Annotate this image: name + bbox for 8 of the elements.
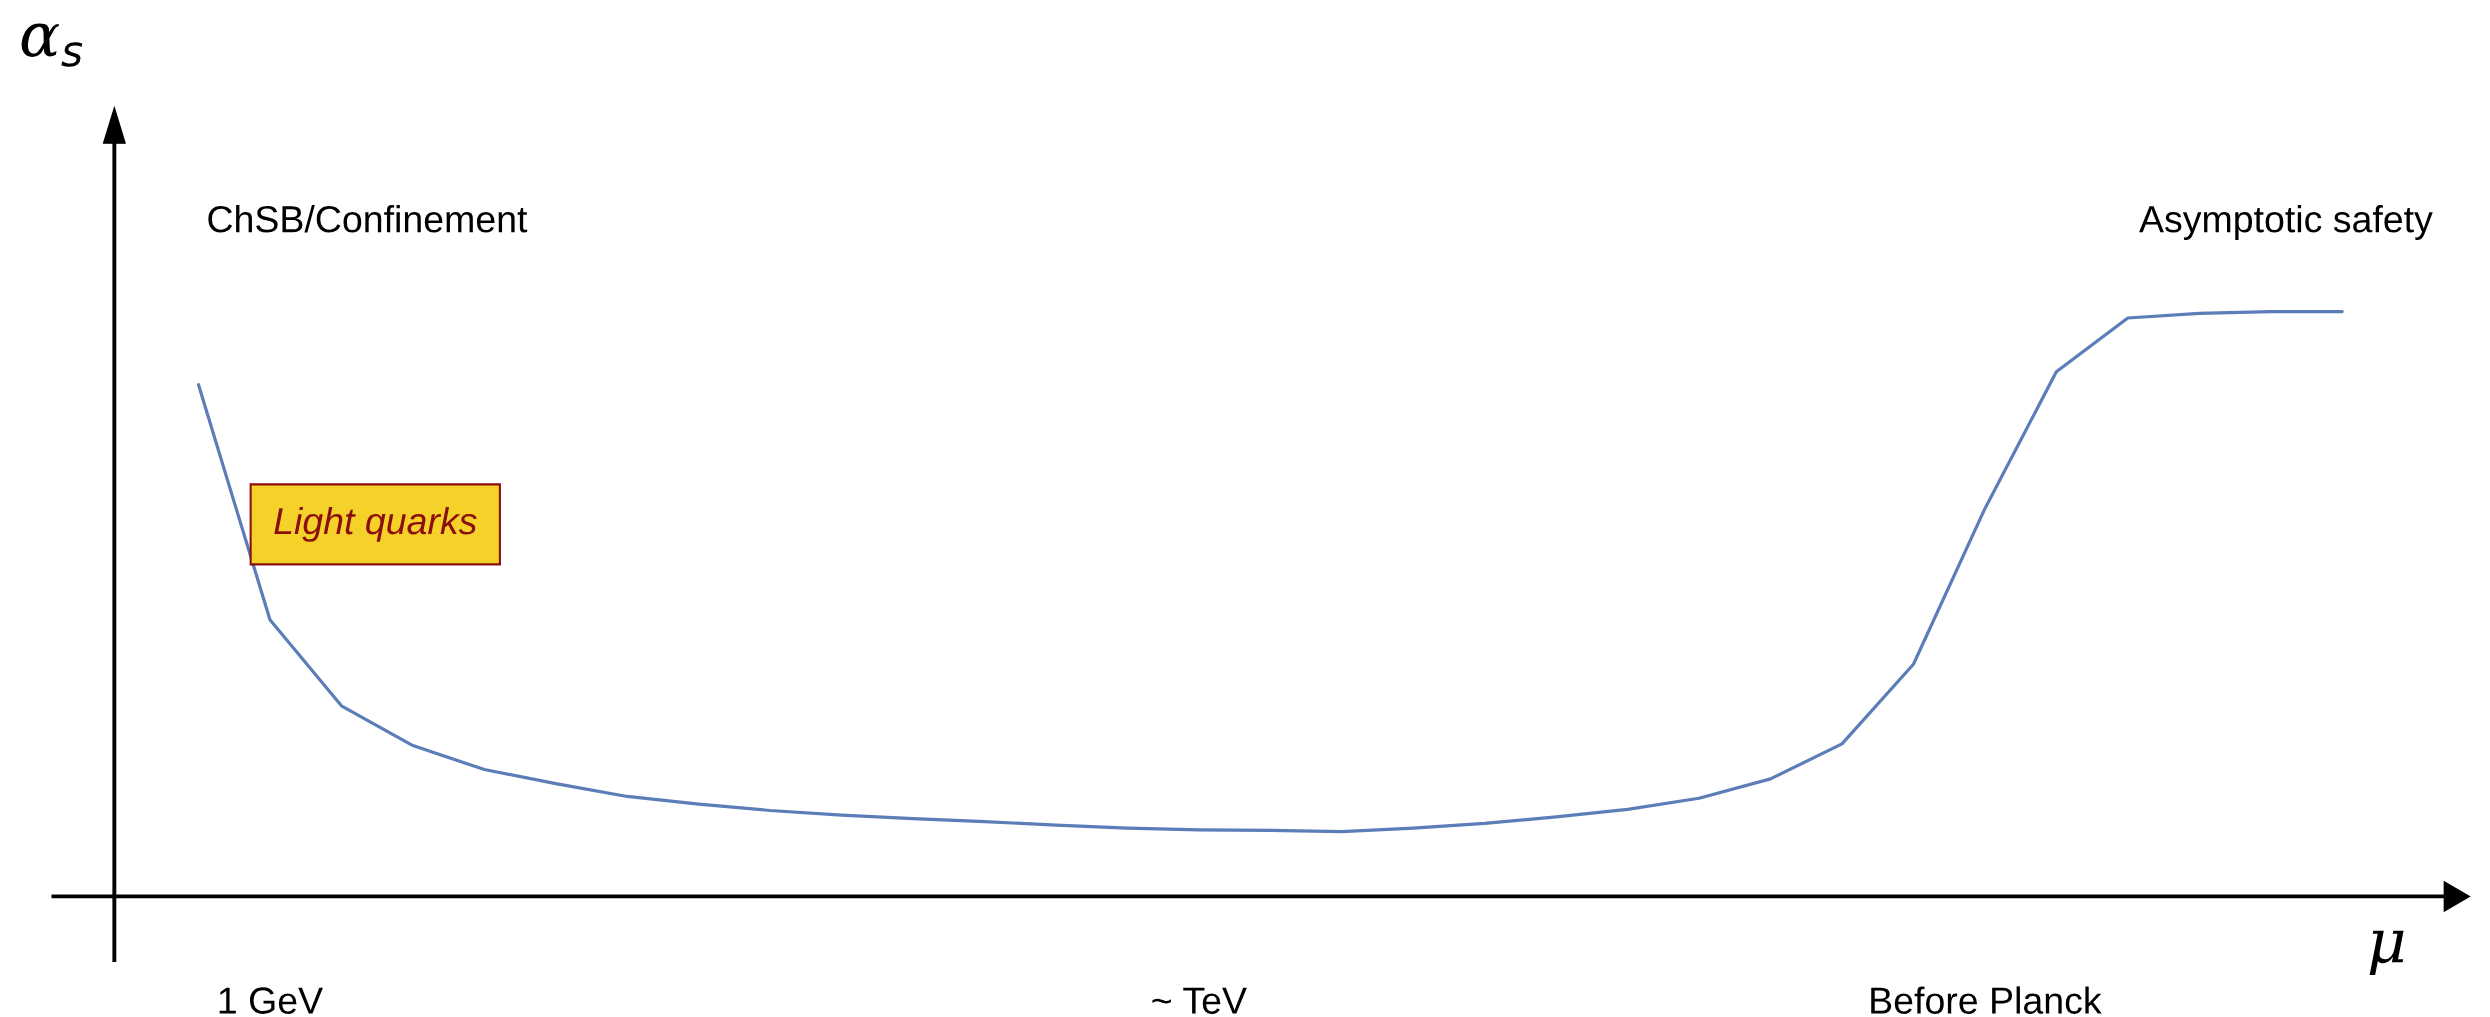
- y-axis-title: α$_{s}$: [21, 23, 83, 67]
- x-axis-title: μ: [2369, 930, 2404, 976]
- x-tick-label: Before Planck: [1871, 986, 2102, 1014]
- annotation: Light quarks: [274, 506, 477, 542]
- x-tick-label: 1 GeV: [219, 987, 323, 1014]
- text: Asymptotic safety: [2139, 204, 2433, 240]
- text: ChSB/Confinement: [208, 204, 528, 233]
- x-tick-label: ~ TeV: [1152, 987, 1247, 1014]
